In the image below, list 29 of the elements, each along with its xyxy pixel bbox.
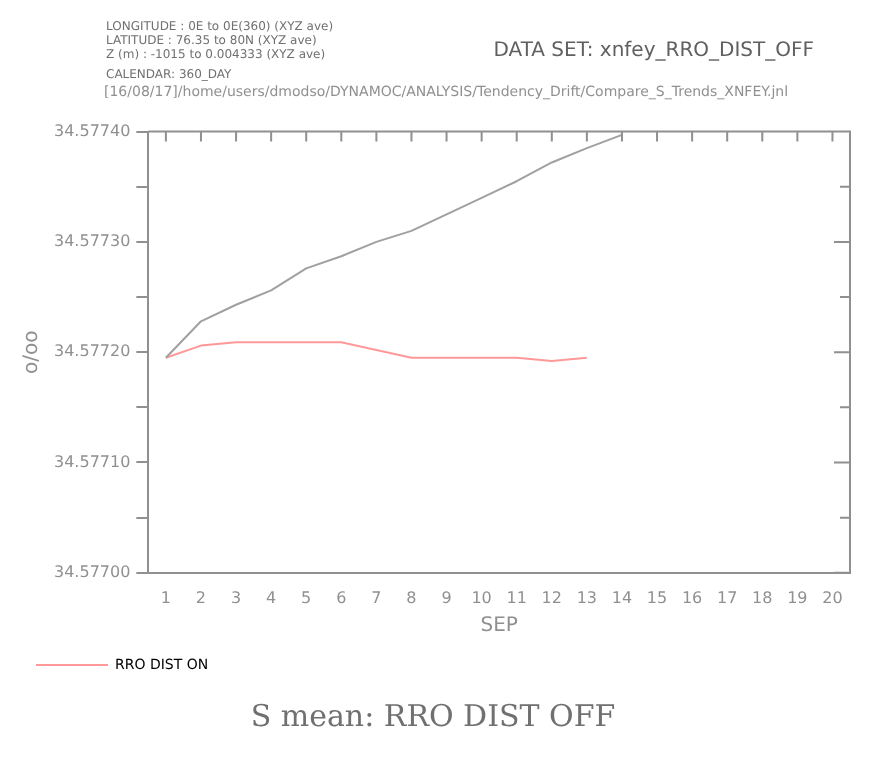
x-tick-label: 6 bbox=[336, 588, 347, 607]
x-tick-label: 20 bbox=[822, 588, 843, 607]
text: S mean: RRO DIST OFF bbox=[250, 697, 616, 734]
x-tick-label: 13 bbox=[576, 588, 598, 607]
x-tick-label: 19 bbox=[787, 588, 808, 607]
x-tick-label: 4 bbox=[266, 588, 277, 607]
x-tick-label: 1 bbox=[160, 588, 171, 607]
x-tick-label: 11 bbox=[506, 588, 527, 607]
x-tick-label: 9 bbox=[441, 588, 452, 607]
x-tick-label: 8 bbox=[406, 588, 417, 607]
x-tick-label: 5 bbox=[301, 588, 312, 607]
x-tick-label: 17 bbox=[717, 588, 738, 607]
x-tick-label: 15 bbox=[646, 588, 668, 607]
y-axis-title: o/oo bbox=[21, 330, 44, 374]
y-tick-label: 34.57730 bbox=[54, 232, 131, 251]
text: DATA SET: xnfey_RRO_DIST_OFF bbox=[493, 40, 814, 62]
x-tick-label: 14 bbox=[611, 588, 633, 607]
x-tick-label: 18 bbox=[752, 588, 773, 607]
y-tick-label: 34.57700 bbox=[54, 562, 131, 581]
y-tick-label: 34.57710 bbox=[54, 452, 131, 471]
y-tick-label: 34.57720 bbox=[54, 342, 131, 361]
x-tick-label: 7 bbox=[371, 588, 382, 607]
y-tick-label: 34.57740 bbox=[54, 121, 131, 140]
x-tick-label: 2 bbox=[195, 588, 207, 607]
x-tick-label: 12 bbox=[541, 588, 562, 607]
x-tick-label: 3 bbox=[230, 588, 242, 607]
x-tick-label: 10 bbox=[471, 588, 492, 607]
x-axis-title: SEP bbox=[480, 615, 518, 638]
x-tick-label: 16 bbox=[681, 588, 703, 607]
